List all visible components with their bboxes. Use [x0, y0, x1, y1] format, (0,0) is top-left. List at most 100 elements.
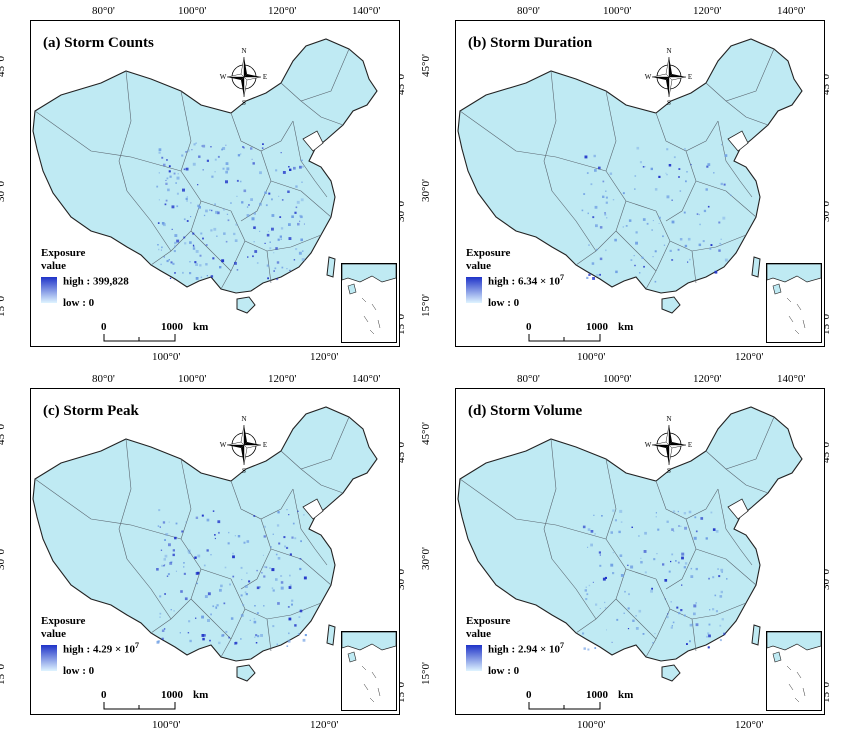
exposure-cell	[226, 167, 230, 171]
exposure-cell	[288, 586, 292, 589]
exposure-cell	[241, 579, 243, 581]
exposure-cell	[690, 567, 693, 570]
exposure-cell	[599, 257, 603, 261]
exposure-cell	[671, 625, 673, 627]
exposure-cell	[689, 623, 693, 627]
exposure-cell	[207, 619, 210, 622]
exposure-cell	[244, 591, 247, 594]
exposure-cell	[277, 238, 280, 241]
exposure-cell	[255, 634, 258, 637]
exposure-cell	[639, 161, 642, 164]
exposure-cell	[253, 618, 256, 620]
exposure-cell	[654, 250, 657, 253]
exposure-cell	[272, 589, 275, 592]
exposure-cell	[658, 216, 661, 219]
exposure-cell	[294, 624, 297, 627]
compass-s: S	[242, 99, 246, 107]
exposure-cell	[582, 525, 586, 529]
exposure-cell	[654, 188, 658, 191]
legend-color-ramp	[466, 645, 482, 671]
lon-tick-bottom: 120°0'	[310, 719, 339, 731]
compass-rose: N S E W	[645, 47, 692, 107]
exposure-cell	[249, 619, 251, 621]
exposure-cell	[232, 555, 235, 559]
lon-tick-bottom: 100°0'	[152, 719, 181, 731]
exposure-cell	[265, 566, 268, 569]
exposure-cell	[595, 224, 598, 228]
exposure-cell	[588, 244, 590, 246]
bohai-sea	[727, 498, 749, 520]
lon-tick-bottom: 100°0'	[577, 719, 606, 731]
exposure-cell	[219, 266, 222, 269]
exposure-cell	[274, 267, 277, 270]
exposure-cell	[654, 280, 657, 283]
exposure-cell	[217, 155, 220, 158]
exposure-cell	[203, 564, 206, 567]
exposure-cell	[586, 593, 589, 596]
exposure-cell	[653, 558, 656, 561]
exposure-cell	[684, 614, 686, 617]
scale-zero: 0	[526, 689, 532, 701]
exposure-cell	[221, 259, 225, 263]
exposure-cell	[288, 223, 291, 226]
exposure-cell	[628, 593, 630, 596]
exposure-cell	[271, 587, 274, 589]
exposure-cell	[175, 570, 177, 572]
exposure-cell	[642, 166, 645, 168]
exposure-cell	[171, 205, 175, 209]
map-frame: (b) Storm Duration N S E W Exposure value…	[455, 20, 825, 347]
exposure-cell	[720, 182, 723, 186]
china-landmass	[457, 406, 803, 662]
exposure-cell	[706, 635, 708, 638]
compass-w: W	[645, 73, 652, 81]
exposure-cell	[698, 213, 700, 216]
exposure-cell	[253, 241, 255, 243]
exposure-cell	[675, 560, 677, 562]
exposure-cell	[184, 597, 188, 601]
exposure-cell	[183, 218, 186, 221]
lon-tick-top: 140°0'	[777, 373, 806, 385]
exposure-cells	[582, 509, 728, 651]
panel-title: (b) Storm Duration	[468, 35, 593, 51]
exposure-cell	[703, 209, 707, 213]
exposure-cell	[201, 145, 203, 147]
exposure-cell	[234, 261, 237, 265]
exposure-cell	[287, 606, 290, 608]
exposure-cell	[271, 198, 273, 201]
exposure-cell	[210, 613, 212, 616]
exposure-cell	[188, 552, 191, 554]
exposure-cell	[195, 277, 199, 280]
exposure-cell	[197, 554, 201, 558]
exposure-cell	[165, 533, 169, 536]
exposure-cell	[263, 575, 266, 578]
exposure-cell	[289, 574, 291, 577]
exposure-cell	[673, 156, 676, 159]
exposure-cell	[252, 162, 255, 165]
exposure-cell	[261, 572, 263, 574]
exposure-cell	[230, 202, 232, 204]
exposure-cell	[673, 530, 675, 532]
exposure-cell	[212, 257, 215, 260]
exposure-cell	[291, 536, 294, 539]
exposure-cell	[280, 152, 282, 154]
exposure-cell	[271, 568, 275, 572]
exposure-cell	[242, 146, 244, 148]
exposure-cell	[298, 616, 301, 618]
exposure-cell	[599, 554, 601, 556]
exposure-cell	[610, 563, 614, 567]
exposure-cell	[288, 617, 292, 621]
exposure-cell	[678, 176, 680, 178]
exposure-cell	[662, 235, 664, 238]
exposure-cell	[707, 646, 710, 649]
exposure-cell	[303, 223, 305, 225]
bohai-sea	[302, 498, 324, 520]
exposure-cell	[183, 566, 185, 568]
legend-low: low : 0	[63, 297, 95, 309]
exposure-cell	[179, 632, 181, 634]
exposure-cell	[658, 175, 661, 178]
exposure-cell	[223, 602, 226, 605]
exposure-cell	[299, 558, 302, 560]
exposure-cell	[170, 261, 173, 264]
exposure-cell	[216, 604, 219, 607]
exposure-cell	[199, 264, 202, 267]
